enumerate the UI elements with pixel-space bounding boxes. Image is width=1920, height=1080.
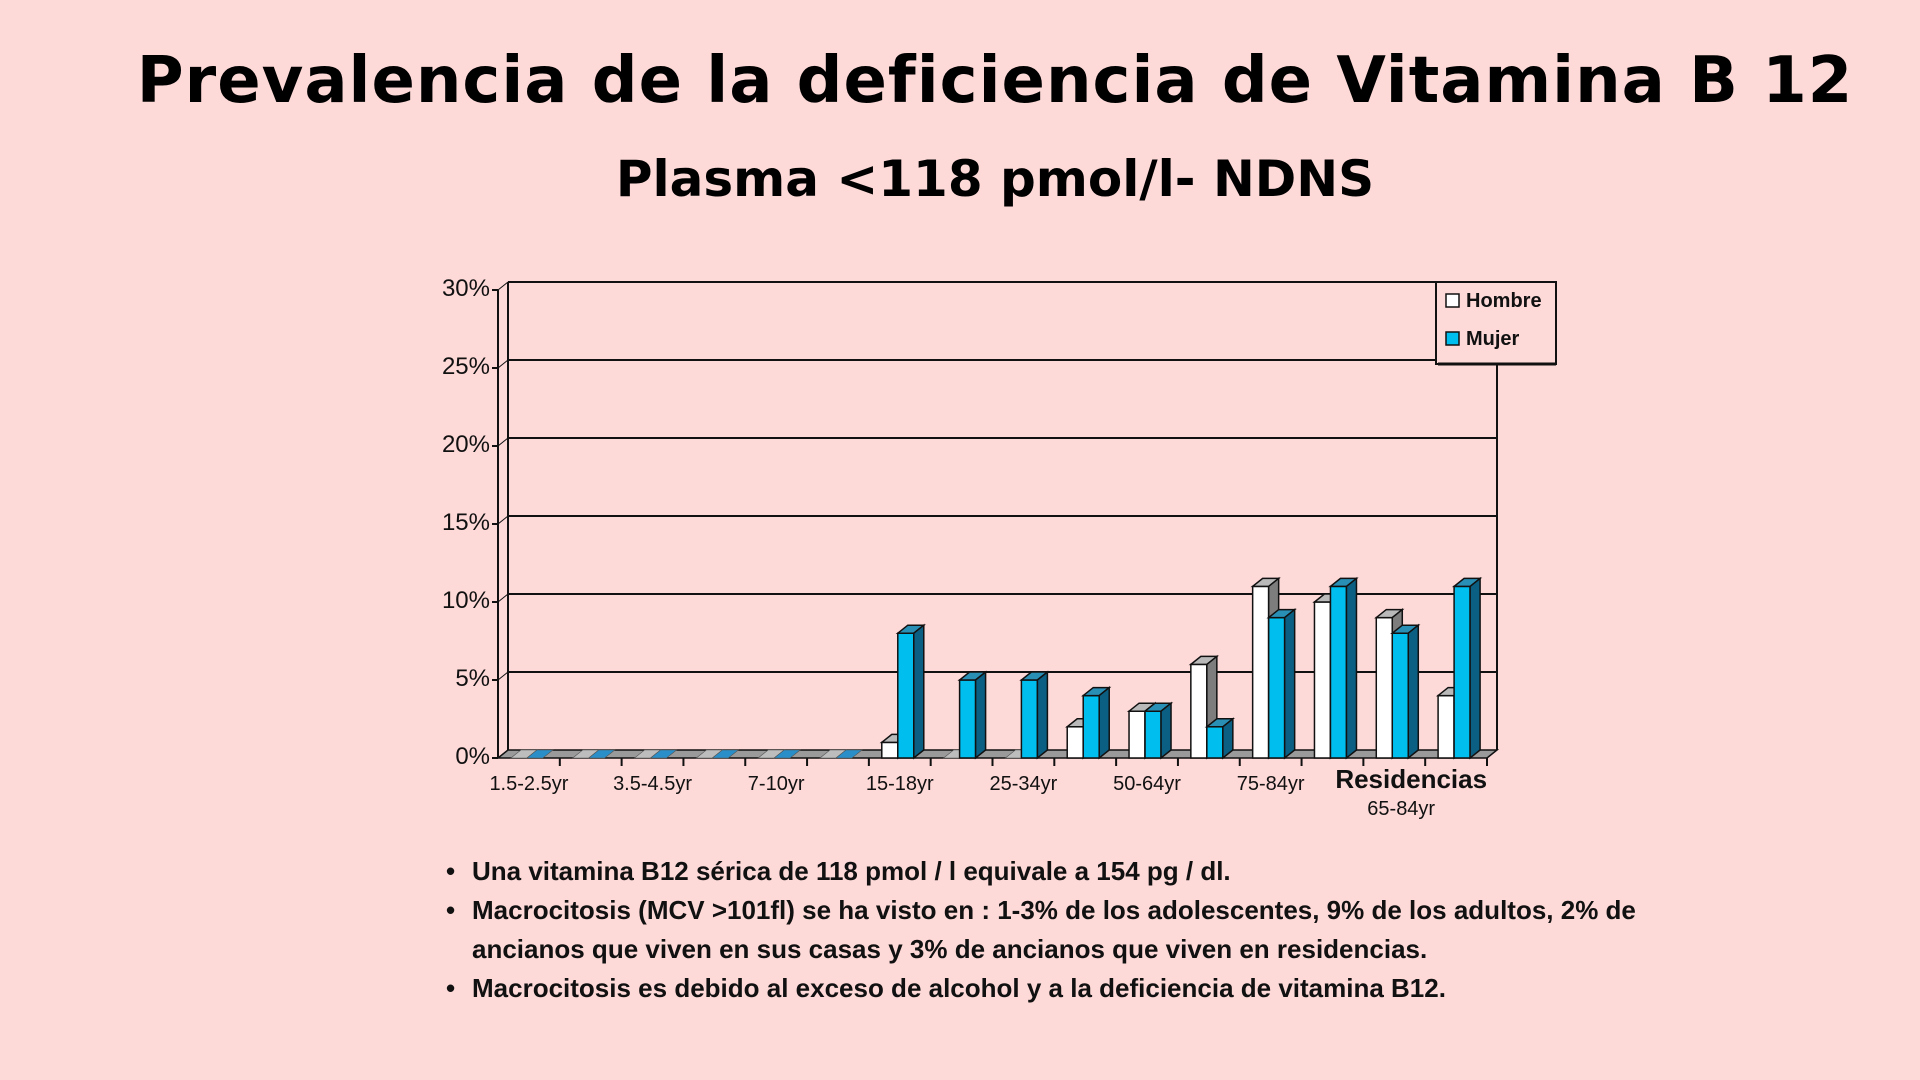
bar-mujer-1 bbox=[587, 749, 616, 759]
legend-label-mujer: Mujer bbox=[1466, 328, 1520, 350]
x-tick-label: 3.5-4.5yr bbox=[613, 773, 692, 795]
bullet-text: Una vitamina B12 sérica de 118 pmol / l … bbox=[472, 856, 1231, 886]
bar-zero-top bbox=[711, 749, 740, 759]
bar-mujer-3 bbox=[711, 749, 740, 759]
legend-label-hombre: Hombre bbox=[1466, 290, 1542, 312]
bar-front bbox=[1020, 679, 1039, 759]
bar-front bbox=[1329, 585, 1348, 759]
bullet-list: • Una vitamina B12 sérica de 118 pmol / l… bbox=[440, 852, 1640, 1008]
bar-side bbox=[1469, 576, 1481, 760]
bar-front bbox=[1128, 710, 1146, 759]
y-tick-label: 20% bbox=[442, 431, 490, 458]
bar-mujer-8 bbox=[1019, 670, 1050, 760]
bar-zero-top bbox=[649, 749, 678, 759]
bullet-text: Macrocitosis (MCV >101fl) se ha visto en… bbox=[472, 895, 1636, 964]
x-tick-label: 25-34yr bbox=[990, 773, 1058, 795]
bar-front bbox=[1206, 726, 1224, 759]
bar-zero-top bbox=[835, 749, 863, 759]
y-tick-depth bbox=[497, 593, 509, 603]
bar-zero-top bbox=[587, 749, 616, 759]
bar-mujer-4 bbox=[773, 749, 802, 759]
x-tick-label: 15-18yr bbox=[866, 773, 934, 795]
bar-side bbox=[1345, 576, 1358, 760]
bar-side bbox=[1160, 701, 1172, 760]
bar-side bbox=[1283, 608, 1296, 760]
bar-front bbox=[1082, 694, 1100, 759]
x-tick-label: 1.5-2.5yr bbox=[489, 773, 568, 795]
x-tick-label: 50-64yr bbox=[1113, 773, 1181, 795]
bar-mujer-6 bbox=[895, 623, 926, 760]
bar-side bbox=[1036, 670, 1049, 760]
bar-front bbox=[1437, 694, 1455, 759]
y-tick-label: 5% bbox=[455, 665, 490, 692]
bar-front bbox=[1066, 726, 1084, 759]
bar-mujer-5 bbox=[835, 749, 863, 759]
bar-front bbox=[1190, 663, 1208, 759]
bar-side bbox=[913, 623, 925, 760]
bar-front bbox=[881, 741, 899, 759]
y-tick-depth bbox=[497, 359, 509, 369]
x-tick-label: 7-10yr bbox=[748, 773, 805, 795]
bar-side bbox=[1222, 717, 1234, 760]
y-tick-label: 15% bbox=[442, 509, 490, 536]
bar-front bbox=[1267, 616, 1286, 759]
y-tick-label: 0% bbox=[455, 743, 490, 770]
slide-subtitle: Plasma <118 pmol/l- NDNS bbox=[615, 150, 1375, 208]
y-tick-depth bbox=[497, 515, 509, 525]
x-tick-sublabel: 65-84yr bbox=[1367, 798, 1435, 820]
bar-mujer-11 bbox=[1204, 717, 1235, 760]
bar-front bbox=[1391, 632, 1410, 759]
bullet-icon: • bbox=[446, 973, 456, 1003]
bar-mujer-7 bbox=[957, 670, 988, 760]
bullet-icon: • bbox=[446, 856, 456, 886]
bar-chart: 0% 5% 10% 15% 20% 25% 30% 1.5-2.5yr 3.5-4.5yr 7-1… bbox=[442, 275, 1557, 820]
bar-zero-top bbox=[773, 749, 802, 759]
bar-mujer-9 bbox=[1081, 686, 1112, 760]
bullet-item: • Una vitamina B12 sérica de 118 pmol / l… bbox=[440, 852, 1640, 891]
y-tick-label: 25% bbox=[442, 353, 490, 380]
bar-mujer-2 bbox=[649, 749, 678, 759]
y-tick-label: 30% bbox=[442, 275, 490, 302]
legend-swatch-mujer bbox=[1445, 331, 1460, 346]
x-tick-label: Residencias bbox=[1335, 764, 1487, 794]
legend: Hombre Mujer bbox=[1435, 281, 1557, 366]
x-tick-label: 75-84yr bbox=[1237, 773, 1305, 795]
bar-mujer-0 bbox=[526, 749, 554, 759]
y-tick-depth bbox=[497, 671, 509, 681]
y-tick-label: 10% bbox=[442, 587, 490, 614]
bar-front bbox=[958, 679, 977, 759]
bullet-item: • Macrocitosis es debido al exceso de alc… bbox=[440, 969, 1640, 1008]
bar-mujer-15 bbox=[1451, 576, 1483, 760]
bullet-text: Macrocitosis es debido al exceso de alco… bbox=[472, 973, 1446, 1003]
bar-mujer-14 bbox=[1390, 623, 1421, 760]
bar-zero-top bbox=[526, 749, 554, 759]
bar-front bbox=[1313, 601, 1332, 759]
bar-mujer-12 bbox=[1266, 608, 1297, 760]
slide-title: Prevalencia de la deficiencia de Vitamin… bbox=[136, 44, 1854, 118]
bar-front bbox=[1251, 585, 1270, 759]
bullet-icon: • bbox=[446, 895, 456, 925]
y-tick-depth bbox=[497, 437, 509, 447]
bar-front bbox=[1375, 616, 1394, 759]
bar-front bbox=[1453, 585, 1471, 759]
bar-mujer-13 bbox=[1328, 576, 1359, 760]
bar-mujer-10 bbox=[1142, 701, 1174, 760]
bar-side bbox=[1407, 623, 1420, 760]
legend-swatch-hombre bbox=[1445, 293, 1460, 308]
bar-side bbox=[1098, 686, 1110, 760]
y-tick-depth bbox=[497, 281, 509, 291]
bullet-item: • Macrocitosis (MCV >101fl) se ha visto e… bbox=[440, 891, 1640, 969]
bar-side bbox=[974, 670, 987, 760]
bar-front bbox=[897, 632, 915, 759]
bar-front bbox=[1144, 710, 1162, 759]
